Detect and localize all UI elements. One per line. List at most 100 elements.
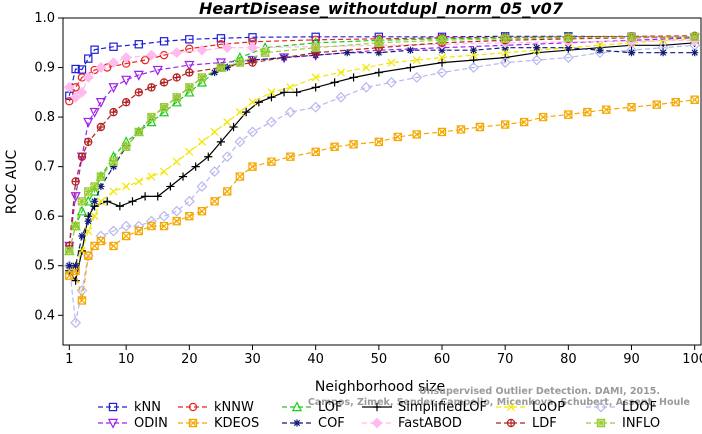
data-point (437, 58, 447, 67)
legend-marker (596, 418, 606, 428)
legend-label: LDOF (622, 400, 657, 415)
x-tick-label: 40 (307, 352, 324, 367)
data-point (406, 46, 415, 54)
legend-marker (371, 417, 383, 429)
data-point (153, 192, 162, 201)
data-point (159, 50, 169, 60)
data-point (108, 83, 119, 94)
data-point (216, 63, 226, 72)
watermark-line-2: Campos, Zimek, Sander, Campello, Micenko… (308, 397, 690, 408)
legend-label: ODIN (134, 416, 168, 431)
data-point (596, 46, 604, 54)
legend-label: KDEOS (214, 416, 259, 431)
series-COF (65, 44, 699, 270)
data-point (185, 211, 194, 221)
series-LoOP (65, 34, 699, 275)
data-point (160, 167, 169, 176)
data-point (77, 65, 87, 74)
legend-label: COF (318, 416, 345, 431)
data-point (171, 205, 183, 217)
data-point (84, 187, 93, 196)
data-point (279, 88, 289, 97)
data-point (374, 68, 383, 77)
legend-marker (188, 418, 198, 428)
x-tick-label: 80 (560, 352, 577, 367)
legend-item-KDEOS: KDEOS (178, 416, 259, 431)
data-point (159, 102, 169, 112)
data-point (690, 95, 699, 104)
data-point (468, 62, 480, 73)
data-point (235, 172, 245, 181)
data-point (65, 97, 74, 106)
data-point (159, 78, 169, 87)
data-point (242, 108, 251, 117)
data-point (216, 40, 226, 49)
data-point (406, 63, 415, 72)
plot-series (63, 31, 701, 329)
data-point (185, 83, 194, 92)
data-point (266, 116, 277, 128)
data-point (221, 42, 233, 54)
x-tick-label: 1 (65, 352, 73, 367)
data-point (343, 49, 351, 57)
data-point (159, 37, 169, 46)
data-point (96, 197, 105, 206)
legend-marker (372, 402, 382, 412)
data-point (109, 241, 118, 251)
data-point (89, 107, 100, 118)
data-point (63, 260, 75, 272)
data-point (70, 317, 82, 329)
data-point (627, 33, 636, 42)
legend-label: INFLO (622, 416, 660, 431)
y-tick-label: 0.7 (34, 160, 55, 175)
data-point (171, 47, 183, 59)
data-point (267, 93, 276, 102)
legend-item-SimplifiedLOF: SimplifiedLOF (362, 400, 487, 415)
data-point (70, 91, 82, 103)
data-point (72, 262, 80, 270)
data-point (652, 100, 661, 109)
data-point (84, 251, 93, 261)
data-point (375, 49, 383, 57)
data-point (82, 72, 94, 83)
legend-label: SimplifiedLOF (398, 400, 487, 415)
series-line (68, 99, 695, 301)
data-point (109, 187, 118, 196)
data-point (140, 55, 150, 65)
series-line (68, 44, 695, 323)
data-point (158, 210, 170, 222)
data-point (71, 221, 80, 231)
data-point (128, 197, 137, 206)
data-point (172, 157, 181, 166)
data-point (311, 83, 320, 92)
data-point (191, 162, 200, 171)
data-point (134, 40, 144, 49)
legend: kNN kNNW LOF SimplifiedLOF LoOP LDOF ODIN KDEOS… (98, 400, 660, 431)
data-point (65, 262, 73, 270)
data-point (134, 226, 144, 236)
series-INFLO (65, 32, 699, 256)
data-point (500, 34, 510, 44)
legend-marker (506, 402, 516, 412)
data-point (627, 102, 636, 112)
data-point (159, 221, 169, 231)
data-point (209, 166, 221, 178)
data-point (330, 78, 339, 87)
data-point (280, 54, 288, 62)
y-axis-label: ROC AUC (4, 149, 20, 214)
data-point (248, 58, 257, 67)
data-point (412, 130, 421, 139)
legend-item-FastABOD: FastABOD (362, 416, 462, 431)
data-point (562, 52, 574, 64)
series-KDEOS (65, 95, 699, 305)
data-point (141, 192, 150, 201)
data-point (437, 127, 447, 137)
data-point (210, 197, 219, 206)
data-point (84, 137, 93, 147)
data-point (267, 157, 276, 166)
data-point (90, 45, 99, 54)
legend-marker (291, 401, 303, 412)
data-point (147, 221, 156, 231)
data-point (109, 42, 118, 51)
data-point (89, 185, 100, 196)
